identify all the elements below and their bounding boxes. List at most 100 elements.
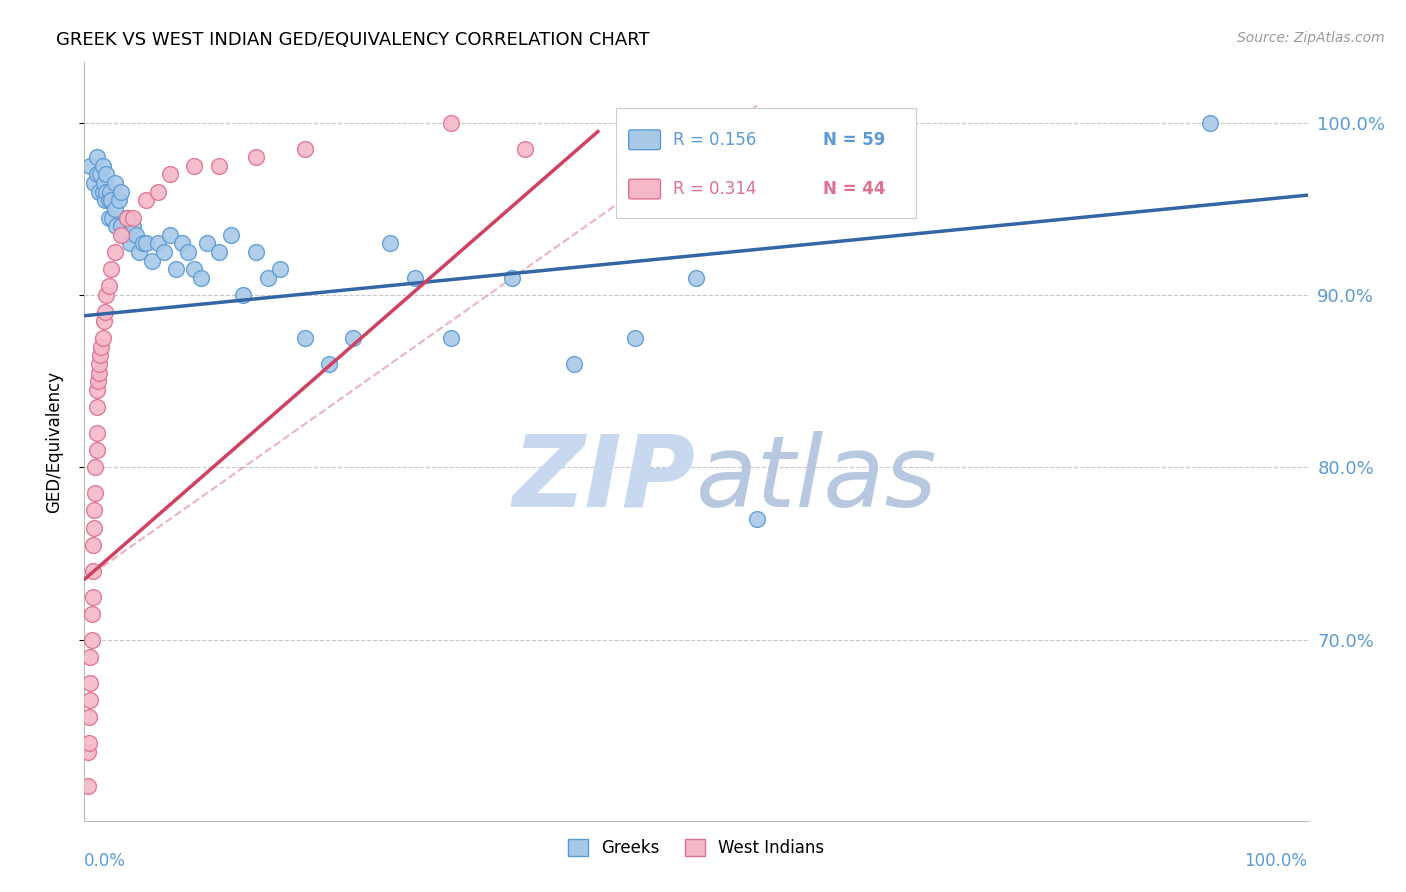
Point xyxy=(269,262,291,277)
Point xyxy=(91,185,114,199)
Point xyxy=(183,159,205,173)
FancyBboxPatch shape xyxy=(628,179,661,199)
Point xyxy=(86,383,108,397)
Point xyxy=(86,425,108,440)
Point xyxy=(219,227,242,242)
Text: Source: ZipAtlas.com: Source: ZipAtlas.com xyxy=(1237,31,1385,45)
Point xyxy=(77,745,100,759)
Point xyxy=(82,538,104,552)
Point xyxy=(93,314,115,328)
Point xyxy=(91,331,114,345)
Point xyxy=(110,185,132,199)
Point xyxy=(91,159,114,173)
Point xyxy=(87,357,110,371)
Point xyxy=(105,219,128,234)
Point xyxy=(77,710,100,724)
Point xyxy=(380,236,402,251)
Point xyxy=(208,244,231,259)
Point xyxy=(90,340,112,354)
Text: ZIP: ZIP xyxy=(513,431,696,528)
Point xyxy=(294,142,316,156)
Point xyxy=(141,253,163,268)
Point xyxy=(159,168,181,182)
Point xyxy=(101,211,124,225)
Point xyxy=(87,366,110,380)
Point xyxy=(125,227,148,242)
Point xyxy=(135,236,157,251)
Point xyxy=(82,564,104,578)
Point xyxy=(440,116,463,130)
Point xyxy=(83,503,105,517)
Point xyxy=(1198,116,1220,130)
Point xyxy=(135,194,157,208)
Point xyxy=(100,194,122,208)
FancyBboxPatch shape xyxy=(628,130,661,150)
Point xyxy=(86,150,108,164)
Point xyxy=(82,590,104,604)
Point xyxy=(172,236,194,251)
Point xyxy=(440,331,463,345)
Point xyxy=(94,305,117,319)
Point xyxy=(404,270,426,285)
Point xyxy=(93,176,115,190)
Point xyxy=(86,443,108,458)
Point xyxy=(89,168,111,182)
Point xyxy=(96,168,118,182)
Point xyxy=(685,270,707,285)
Point xyxy=(195,236,218,251)
Point xyxy=(146,185,169,199)
Point xyxy=(96,288,118,302)
Point xyxy=(97,211,120,225)
Point xyxy=(80,632,103,647)
Point xyxy=(502,270,524,285)
Point xyxy=(87,185,110,199)
Text: atlas: atlas xyxy=(696,431,938,528)
Point xyxy=(97,194,120,208)
Point xyxy=(112,227,135,242)
Point xyxy=(159,227,181,242)
Point xyxy=(294,331,316,345)
Text: 0.0%: 0.0% xyxy=(84,852,127,870)
Point xyxy=(98,185,121,199)
Point xyxy=(132,236,155,251)
Point xyxy=(562,357,585,371)
Text: R = 0.156: R = 0.156 xyxy=(672,131,756,149)
Point xyxy=(104,244,127,259)
Point xyxy=(86,168,108,182)
Point xyxy=(104,176,127,190)
Point xyxy=(77,736,100,750)
Text: N = 44: N = 44 xyxy=(823,180,886,198)
Point xyxy=(110,219,132,234)
Text: GREEK VS WEST INDIAN GED/EQUIVALENCY CORRELATION CHART: GREEK VS WEST INDIAN GED/EQUIVALENCY COR… xyxy=(56,31,650,49)
Point xyxy=(257,270,280,285)
Point xyxy=(624,331,647,345)
Point xyxy=(513,142,536,156)
Legend: Greeks, West Indians: Greeks, West Indians xyxy=(560,830,832,865)
Point xyxy=(104,202,127,216)
Point xyxy=(107,194,129,208)
Point xyxy=(208,159,231,173)
Point xyxy=(190,270,212,285)
Point xyxy=(165,262,187,277)
FancyBboxPatch shape xyxy=(616,108,917,218)
Y-axis label: GED/Equivalency: GED/Equivalency xyxy=(45,370,63,513)
Point xyxy=(97,279,120,293)
Point xyxy=(122,219,145,234)
Point xyxy=(146,236,169,251)
Point xyxy=(96,185,118,199)
Point xyxy=(83,176,105,190)
Text: R = 0.314: R = 0.314 xyxy=(672,180,756,198)
Point xyxy=(83,521,105,535)
Text: N = 59: N = 59 xyxy=(823,131,886,149)
Point xyxy=(79,693,101,707)
Point xyxy=(100,262,122,277)
Point xyxy=(177,244,200,259)
Point xyxy=(183,262,205,277)
Point xyxy=(79,675,101,690)
Point xyxy=(245,244,267,259)
Point xyxy=(110,227,132,242)
Point xyxy=(94,194,117,208)
Point xyxy=(79,159,101,173)
Point xyxy=(122,211,145,225)
Point xyxy=(87,374,110,388)
